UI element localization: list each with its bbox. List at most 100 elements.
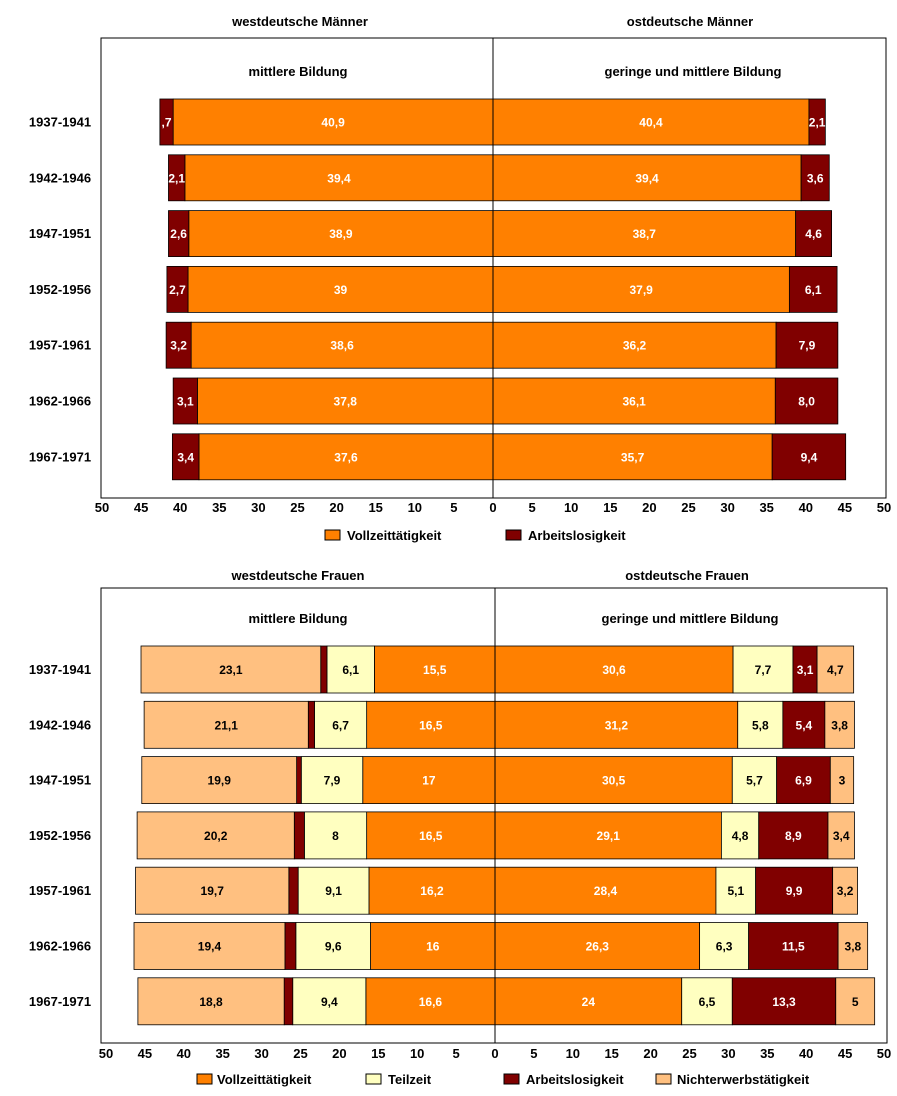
chart-men-subtitle-right: geringe und mittlere Bildung [605, 64, 782, 79]
plot-frame [100, 587, 888, 1044]
category-label: 1942-1946 [29, 717, 91, 732]
x-tick-label: 35 [212, 500, 226, 515]
legend-swatch-vollzeit [324, 529, 341, 541]
x-tick-label: 50 [877, 1046, 891, 1061]
data-label-vollzeit-left: 16,2 [420, 884, 444, 898]
data-label-vollzeit-right: 24 [582, 995, 596, 1009]
data-label-vollzeit-right: 38,7 [633, 227, 657, 241]
legend-label-teilzeit: Teilzeit [388, 1072, 432, 1087]
bar-vollzeit-left [197, 377, 494, 425]
bar-nichterwerb-right [837, 922, 869, 970]
legend-label-vollzeit: Vollzeittätigkeit [347, 528, 442, 543]
bar-arbeitslos-right [758, 811, 829, 860]
bar-teilzeit-left [314, 700, 368, 749]
bar-arbeitslos-right [788, 265, 838, 313]
data-label-vollzeit-right: 37,9 [630, 283, 654, 297]
bar-arbeitslos-left [165, 321, 192, 369]
x-tick-label: 15 [603, 500, 617, 515]
data-label-arbeitslos-right: 8,0 [798, 395, 815, 409]
bar-arbeitslos-right [771, 433, 847, 481]
x-tick-label: 5 [452, 1046, 459, 1061]
bar-arbeitslos-right [774, 377, 839, 425]
data-label-vollzeit-left: 16,6 [419, 995, 443, 1009]
data-label-teilzeit-left: 9,1 [325, 884, 342, 898]
category-label: 1952-1956 [29, 828, 91, 843]
data-label-nichterwerb-right: 3,8 [831, 718, 848, 732]
data-label-vollzeit-left: 16,5 [419, 829, 443, 843]
legend-swatch-teilzeit [365, 1073, 382, 1085]
x-tick-label: 25 [681, 500, 695, 515]
data-label-nichterwerb-right: 4,7 [827, 663, 844, 677]
bar-teilzeit-right [737, 700, 784, 749]
category-label: 1937-1941 [29, 115, 91, 130]
x-tick-label: 10 [564, 500, 578, 515]
chart-women-title-right: ostdeutsche Frauen [625, 568, 749, 583]
data-label-arbeitslos-right: 7,9 [799, 339, 816, 353]
x-tick-label: 0 [489, 500, 496, 515]
data-label-arbeitslos-right: 11,5 [782, 940, 805, 954]
bar-teilzeit-right [715, 866, 757, 915]
x-tick-label: 30 [720, 500, 734, 515]
chart-women: westdeutsche Frauen ostdeutsche Frauen m… [196, 568, 810, 1087]
bar-arbeitslos-left [159, 98, 174, 146]
bar-teilzeit-left [295, 922, 371, 970]
bar-arbeitslos-left [283, 977, 294, 1026]
bar-arbeitslos-left [293, 811, 305, 860]
bar-vollzeit-left [362, 756, 496, 804]
bar-arbeitslos-right [776, 756, 831, 804]
data-label-vollzeit-left: 17 [422, 774, 436, 788]
data-label-arbeitslos-right: 6,1 [805, 283, 822, 297]
category-label: 1957-1961 [29, 883, 91, 898]
data-label-vollzeit-right: 30,5 [602, 774, 626, 788]
legend-swatch-vollzeit [196, 1073, 213, 1085]
x-tick-label: 40 [799, 500, 813, 515]
bar-nichterwerb-right [829, 756, 855, 804]
x-tick-label: 10 [566, 1046, 580, 1061]
data-label-arbeitslos-right: 2,1 [809, 116, 826, 130]
chart-women-subtitle-right: geringe und mittlere Bildung [602, 611, 779, 626]
data-label-teilzeit-left: 9,4 [321, 995, 338, 1009]
x-tick-label: 20 [332, 1046, 346, 1061]
bar-vollzeit-right [494, 811, 722, 860]
x-tick-label: 35 [759, 500, 773, 515]
x-tick-label: 15 [368, 500, 382, 515]
bar-arbeitslos-right [775, 321, 839, 369]
data-label-teilzeit-right: 6,5 [699, 995, 716, 1009]
x-tick-label: 40 [799, 1046, 813, 1061]
data-label-arbeitslos-right: 13,3 [772, 995, 796, 1009]
data-label-nichterwerb-left: 21,1 [215, 718, 239, 732]
data-label-arbeitslos-right: 3,1 [797, 663, 814, 677]
data-label-arbeitslos-left: 3,2 [170, 339, 187, 353]
bar-teilzeit-left [303, 811, 368, 860]
bar-arbeitslos-left [320, 645, 328, 694]
bar-nichterwerb-right [824, 700, 855, 749]
bar-vollzeit-right [492, 210, 797, 258]
data-label-arbeitslos-right: 3,6 [807, 171, 824, 185]
x-tick-label: 5 [528, 500, 535, 515]
bar-nichterwerb-right [827, 811, 855, 860]
bar-nichterwerb-left [137, 977, 285, 1026]
bar-vollzeit-left [366, 811, 496, 860]
x-tick-label: 35 [215, 1046, 229, 1061]
legend-label-vollzeit: Vollzeittätigkeit [217, 1072, 312, 1087]
bar-arbeitslos-left [307, 700, 315, 749]
chart-women-plot: 1937-1941 15,5 6,1 23,1 30,6 7,7 3,1 4,7 1942-19… [29, 587, 891, 1061]
data-label-vollzeit-right: 36,2 [623, 339, 647, 353]
bar-arbeitslos-right [731, 977, 837, 1026]
bar-arbeitslos-right [800, 154, 830, 202]
data-label-vollzeit-left: 40,9 [321, 116, 345, 130]
chart-women-legend: Vollzeittätigkeit Teilzeit Arbeitslosigk… [196, 1072, 810, 1087]
x-tick-label: 30 [254, 1046, 268, 1061]
x-tick-label: 5 [450, 500, 457, 515]
x-tick-label: 5 [530, 1046, 537, 1061]
data-label-vollzeit-right: 35,7 [621, 450, 645, 464]
chart-men-legend: Vollzeittätigkeit Arbeitslosigkeit [324, 528, 626, 543]
data-label-teilzeit-left: 9,6 [325, 940, 342, 954]
data-label-arbeitslos-left: 2,7 [169, 283, 186, 297]
x-tick-label: 50 [95, 500, 109, 515]
data-label-teilzeit-right: 7,7 [755, 663, 772, 677]
bar-vollzeit-right [494, 977, 683, 1026]
data-label-nichterwerb-right: 3,4 [833, 829, 850, 843]
chart-men-plot: 1937-1941 40,9 ,7 40,4 2,1 1942-1946 39,4 2,1 39… [29, 37, 891, 515]
data-label-teilzeit-left: 7,9 [324, 774, 341, 788]
